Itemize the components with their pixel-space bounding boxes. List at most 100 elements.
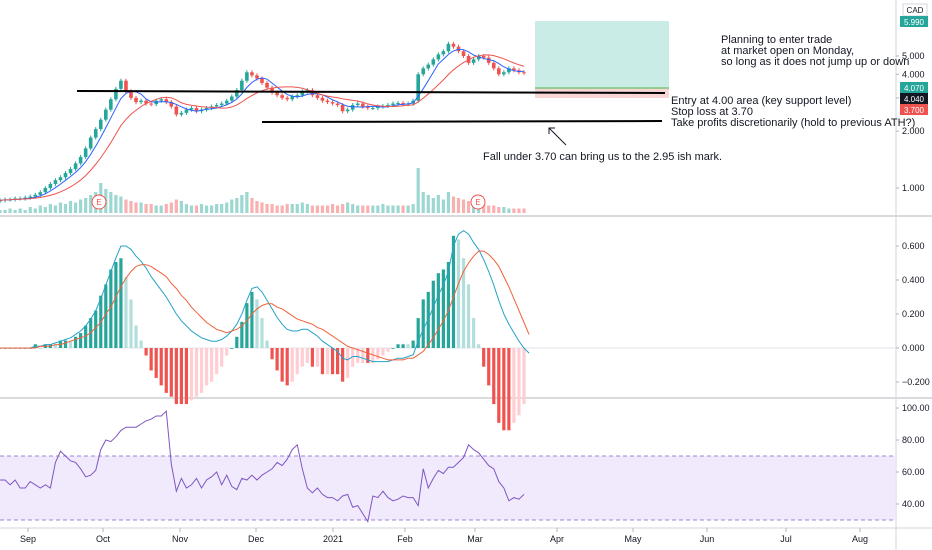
candle[interactable] [486,55,491,65]
volume-bar [315,205,320,213]
histogram-bar [451,235,456,348]
macd-axis[interactable]: 0.600 0.400 0.200 0.000 −0.200 [896,241,930,387]
candle[interactable] [491,60,496,71]
candle[interactable] [522,70,526,75]
volume-bar [154,205,158,213]
histogram-bar [184,348,189,405]
candle[interactable] [366,104,370,111]
candle[interactable] [345,107,350,114]
candle[interactable] [174,104,179,117]
support-line-3-00[interactable] [261,120,663,123]
volume-bar [446,192,451,213]
histogram-bar [522,348,526,405]
candle[interactable] [250,70,254,78]
candle[interactable] [426,62,431,71]
candle[interactable] [63,171,68,180]
candle[interactable] [325,98,330,105]
volume-bar [23,210,27,213]
candle[interactable] [53,178,58,187]
candle[interactable] [416,72,420,103]
histogram-bar [134,325,138,348]
volume-bar [149,204,153,213]
histogram-bar [225,348,229,356]
candle[interactable] [109,97,113,112]
candle[interactable] [169,100,174,109]
histogram-bar [381,348,385,356]
candle[interactable] [144,98,148,106]
candle[interactable] [476,53,481,62]
candle[interactable] [114,86,118,102]
candle[interactable] [119,78,123,91]
rsi-tick-label: 100.00 [902,403,930,413]
candle[interactable] [98,117,103,132]
candle[interactable] [290,94,295,102]
candle[interactable] [471,57,476,65]
candle[interactable] [18,196,22,201]
candle[interactable] [441,49,446,57]
candle[interactable] [446,41,451,54]
candle[interactable] [194,106,199,114]
volume-bar [114,195,118,213]
candle[interactable] [502,70,506,77]
histogram-bar [169,348,173,397]
candle[interactable] [512,66,516,73]
candle[interactable] [88,135,93,151]
candle[interactable] [330,100,335,106]
candle[interactable] [350,103,355,112]
histogram-bar [305,348,309,363]
candle[interactable] [245,70,249,83]
candle[interactable] [93,127,98,140]
take-profit-zone[interactable] [535,21,669,88]
candle[interactable] [461,49,466,59]
candle[interactable] [421,66,426,77]
candle[interactable] [265,80,269,90]
earnings-marker[interactable]: E [470,194,486,210]
candle[interactable] [285,95,289,102]
candle[interactable] [83,146,88,160]
candle[interactable] [179,110,184,117]
histogram-bar [487,348,491,386]
candle[interactable] [280,93,284,100]
volume-bar [43,207,47,213]
histogram-bar [497,348,501,423]
macd-tick-label: 0.200 [902,309,925,319]
candle[interactable] [270,85,274,95]
candle[interactable] [73,161,78,172]
earnings-marker[interactable]: E [91,194,107,210]
candle[interactable] [295,93,300,99]
candle[interactable] [451,41,456,49]
candle[interactable] [134,95,138,105]
volume-bar [441,199,445,213]
candle[interactable] [23,195,27,201]
candle[interactable] [78,154,83,166]
histogram-bar [396,344,400,348]
candle[interactable] [497,66,501,77]
candle[interactable] [58,175,63,183]
histogram-bar [310,348,314,367]
candle[interactable] [68,167,73,176]
candlesticks[interactable] [0,41,526,204]
candle[interactable] [43,185,48,195]
candle[interactable] [507,66,511,75]
volume-bar [341,204,345,213]
candle[interactable] [104,107,108,122]
candle[interactable] [335,101,340,108]
candle[interactable] [436,52,441,62]
histogram-bar [492,348,496,405]
support-line-4-00[interactable] [76,90,666,94]
candle[interactable] [320,95,325,103]
candle[interactable] [0,198,2,204]
candle[interactable] [431,57,436,67]
time-axis[interactable]: Sep Oct Nov Dec 2021 Feb Mar Apr May Jun Jul Aug [20,528,868,544]
candle[interactable] [139,98,143,105]
rsi-axis[interactable]: 100.00 80.00 60.00 40.00 [896,403,930,509]
candle[interactable] [355,101,360,108]
candle[interactable] [164,97,169,105]
candle[interactable] [235,88,239,99]
candle[interactable] [48,181,53,191]
last-price-text: 4.070 [904,84,925,93]
candle[interactable] [229,94,234,103]
candle[interactable] [149,101,153,107]
candle[interactable] [240,78,244,93]
